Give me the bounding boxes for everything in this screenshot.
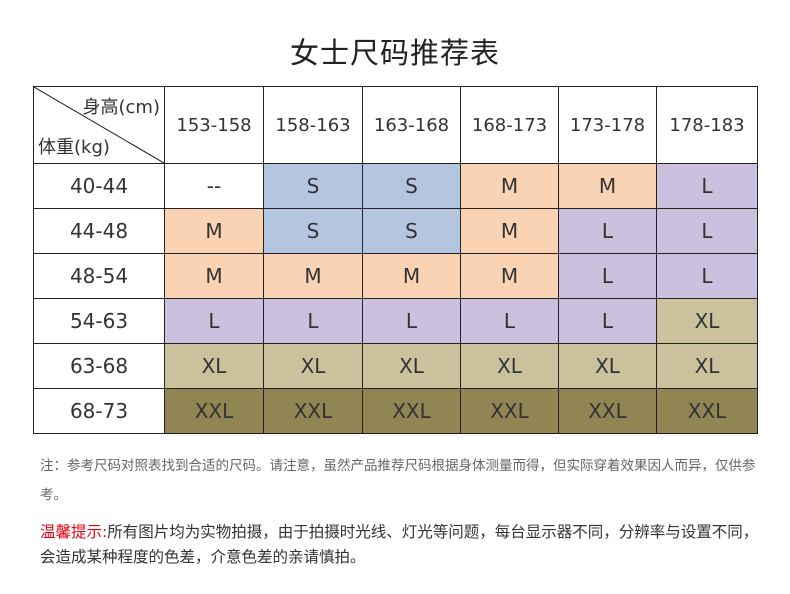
size-row: 63-68 XL XL XL XL XL XL [33, 343, 758, 389]
size-cell: XXL [263, 388, 363, 434]
size-cell: XXL [460, 388, 559, 434]
page-title: 女士尺码推荐表 [289, 36, 500, 70]
size-cell: S [263, 208, 363, 254]
weight-range-cell: 40-44 [33, 163, 165, 209]
color-warning: 温馨提示:所有图片均为实物拍摄，由于拍摄时光线、灯光等问题，每台显示器不同，分辨… [40, 520, 770, 570]
height-range-header: 163-168 [362, 86, 461, 164]
size-cell: L [558, 298, 657, 344]
size-cell: XL [656, 298, 758, 344]
size-cell: M [460, 253, 559, 299]
size-row: 54-63 L L L L L XL [33, 298, 758, 344]
size-row: 48-54 M M M M L L [33, 253, 758, 299]
height-range-header: 173-178 [558, 86, 657, 164]
corner-diagonal-line [34, 87, 164, 163]
size-row: 44-48 M S S M L L [33, 208, 758, 254]
size-cell: XXL [362, 388, 461, 434]
size-chart-table: 身高(cm) 体重(kg) 153-158 158-163 163-168 16… [33, 86, 758, 434]
weight-axis-label: 体重(kg) [38, 137, 110, 158]
size-cell: XL [460, 343, 559, 389]
size-cell: L [558, 253, 657, 299]
size-cell: L [263, 298, 363, 344]
warning-label: 温馨提示: [40, 523, 108, 541]
size-cell: XXL [164, 388, 264, 434]
size-cell: L [460, 298, 559, 344]
size-cell: L [656, 163, 758, 209]
weight-range-cell: 63-68 [33, 343, 165, 389]
size-cell: XXL [558, 388, 657, 434]
size-cell: XXL [656, 388, 758, 434]
height-range-header: 153-158 [164, 86, 264, 164]
size-cell: L [164, 298, 264, 344]
size-cell: M [460, 208, 559, 254]
size-cell: M [460, 163, 559, 209]
size-cell: L [362, 298, 461, 344]
size-cell: XL [263, 343, 363, 389]
weight-range-cell: 68-73 [33, 388, 165, 434]
warning-text: 所有图片均为实物拍摄，由于拍摄时光线、灯光等问题，每台显示器不同，分辨率与设置不… [40, 523, 759, 566]
size-cell: M [263, 253, 363, 299]
height-range-header: 158-163 [263, 86, 363, 164]
size-cell: S [263, 163, 363, 209]
fit-note: 注：参考尺码对照表找到合适的尺码。请注意，虽然产品推荐尺码根据身体测量而得，但实… [40, 458, 756, 503]
weight-range-cell: 54-63 [33, 298, 165, 344]
size-cell: M [558, 163, 657, 209]
header-row: 身高(cm) 体重(kg) 153-158 158-163 163-168 16… [33, 86, 758, 164]
size-cell: M [164, 253, 264, 299]
height-range-header: 168-173 [460, 86, 559, 164]
size-cell: M [164, 208, 264, 254]
weight-range-cell: 44-48 [33, 208, 165, 254]
height-range-header: 178-183 [656, 86, 758, 164]
size-cell: S [362, 163, 461, 209]
size-cell: XL [558, 343, 657, 389]
size-cell: XL [656, 343, 758, 389]
size-cell: S [362, 208, 461, 254]
size-cell: XL [362, 343, 461, 389]
size-cell: L [656, 253, 758, 299]
weight-range-cell: 48-54 [33, 253, 165, 299]
size-row: 68-73 XXL XXL XXL XXL XXL XXL [33, 388, 758, 434]
size-cell: XL [164, 343, 264, 389]
size-cell: -- [164, 163, 264, 209]
size-cell: L [558, 208, 657, 254]
size-cell: L [656, 208, 758, 254]
size-row: 40-44 -- S S M M L [33, 163, 758, 209]
height-axis-label: 身高(cm) [82, 97, 160, 118]
size-cell: M [362, 253, 461, 299]
corner-header-cell: 身高(cm) 体重(kg) [33, 86, 165, 164]
